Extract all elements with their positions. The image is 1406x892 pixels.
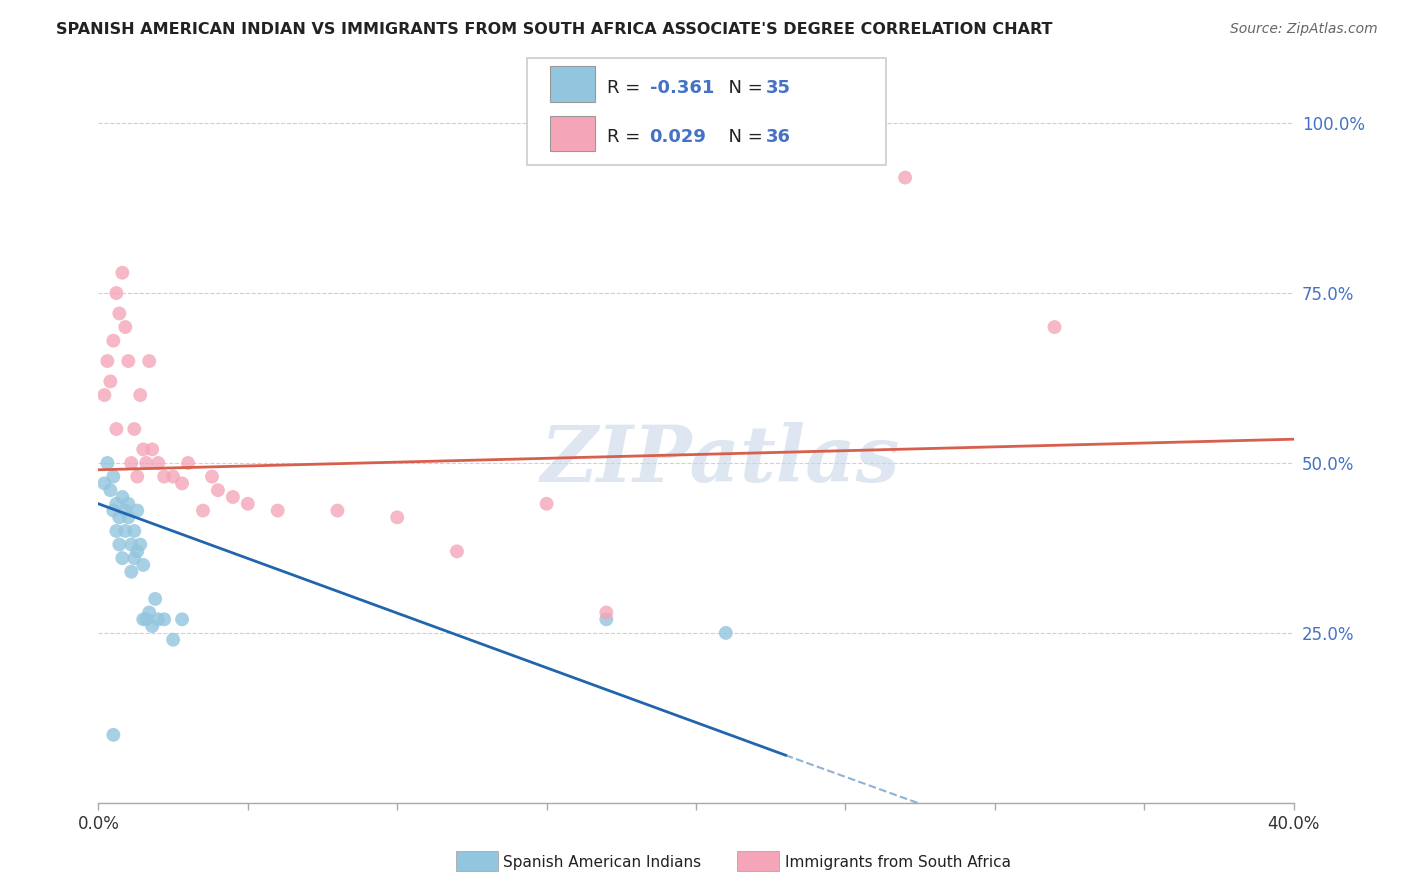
Point [172, 476, 194, 491]
Point [172, 612, 194, 626]
Point [120, 565, 142, 579]
Point [114, 320, 136, 334]
Point [124, 422, 146, 436]
Point [96, 354, 118, 368]
Point [114, 503, 136, 517]
Point [207, 483, 229, 498]
Text: Spanish American Indians: Spanish American Indians [503, 855, 702, 870]
Point [162, 632, 184, 647]
Point [105, 422, 128, 436]
Point [385, 510, 409, 524]
Point [117, 510, 139, 524]
Point [129, 537, 152, 551]
Point [162, 469, 184, 483]
Point [100, 375, 122, 389]
Point [595, 612, 617, 626]
Point [141, 442, 163, 457]
Point [143, 591, 166, 606]
Text: Source: ZipAtlas.com: Source: ZipAtlas.com [1230, 22, 1378, 37]
Point [138, 354, 160, 368]
Point [120, 456, 142, 470]
Point [100, 483, 122, 498]
Point [103, 469, 125, 483]
Point [138, 606, 160, 620]
Text: 36: 36 [766, 128, 792, 146]
Text: 0.029: 0.029 [650, 128, 706, 146]
Point [129, 388, 152, 402]
Text: -0.361: -0.361 [650, 78, 714, 97]
Point [108, 537, 131, 551]
Point [103, 334, 125, 348]
Point [105, 524, 128, 538]
Point [714, 626, 737, 640]
Point [127, 469, 149, 483]
Point [96, 456, 118, 470]
Text: 35: 35 [766, 78, 792, 97]
Point [120, 537, 142, 551]
Point [132, 612, 155, 626]
Point [177, 456, 200, 470]
Point [236, 497, 259, 511]
Point [93, 388, 115, 402]
Point [536, 497, 558, 511]
Point [135, 456, 157, 470]
Text: SPANISH AMERICAN INDIAN VS IMMIGRANTS FROM SOUTH AFRICA ASSOCIATE'S DEGREE CORRE: SPANISH AMERICAN INDIAN VS IMMIGRANTS FR… [56, 22, 1053, 37]
Point [105, 497, 128, 511]
Point [111, 551, 134, 566]
Text: Immigrants from South Africa: Immigrants from South Africa [785, 855, 1011, 870]
Point [191, 503, 214, 517]
Point [148, 612, 170, 626]
Point [595, 606, 617, 620]
Point [108, 306, 131, 320]
Point [132, 558, 155, 572]
Point [111, 490, 134, 504]
Text: N =: N = [717, 128, 769, 146]
Point [108, 510, 131, 524]
Point [148, 456, 170, 470]
Text: N =: N = [717, 78, 769, 97]
Text: R =: R = [607, 128, 647, 146]
Point [326, 503, 349, 517]
Point [127, 503, 149, 517]
Point [124, 524, 146, 538]
Point [114, 524, 136, 538]
Point [105, 286, 128, 301]
Point [141, 619, 163, 633]
Point [267, 503, 290, 517]
Point [201, 469, 224, 483]
Point [124, 551, 146, 566]
Point [93, 476, 115, 491]
Text: ZIPatlas: ZIPatlas [540, 422, 900, 499]
Point [127, 544, 149, 558]
Text: R =: R = [607, 78, 647, 97]
Point [103, 728, 125, 742]
Point [111, 266, 134, 280]
Point [132, 442, 155, 457]
Point [103, 503, 125, 517]
Point [117, 354, 139, 368]
Point [1043, 320, 1066, 334]
Point [117, 497, 139, 511]
Point [446, 544, 468, 558]
Point [222, 490, 245, 504]
Point [153, 469, 176, 483]
Point [153, 612, 176, 626]
Point [894, 170, 917, 185]
Point [135, 612, 157, 626]
